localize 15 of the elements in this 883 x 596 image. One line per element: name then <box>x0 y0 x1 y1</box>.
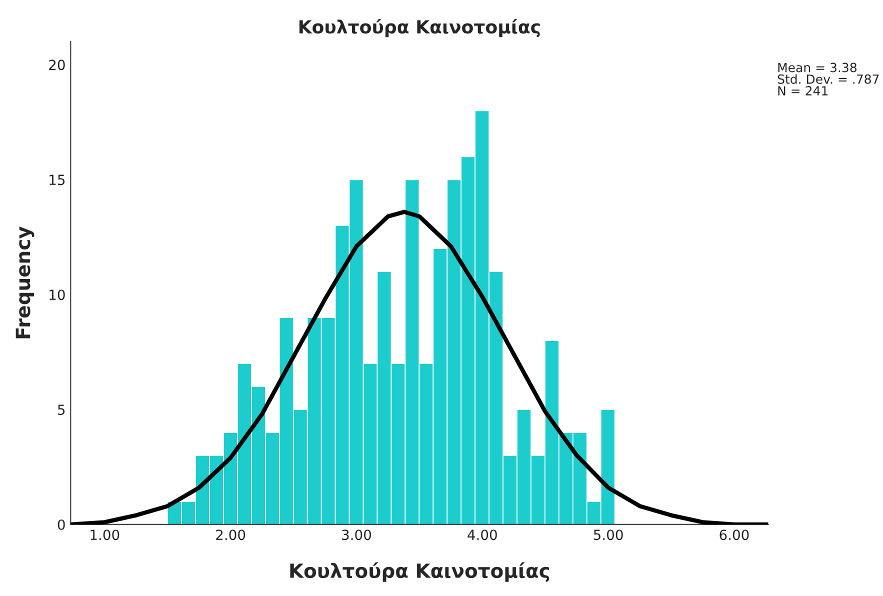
x-tick-label: 5.00 <box>594 530 623 540</box>
x-axis-title: Κουλτούρα Καινοτομίας <box>290 562 550 582</box>
y-axis-title: Frequency <box>16 226 34 338</box>
x-tick-label: 6.00 <box>720 530 749 540</box>
x-tick-label: 4.00 <box>468 530 497 540</box>
x-tick-label: 3.00 <box>342 530 372 540</box>
chart-title: Κουλτούρα Καινοτομίας <box>299 18 540 38</box>
x-tick-label: 1.00 <box>90 530 120 540</box>
text: Mean = 3.38 Std. Dev. = .787 N = 241 <box>778 62 879 96</box>
x-tick-label: 2.00 <box>216 530 246 540</box>
y-tick-label: 20 <box>49 60 65 70</box>
y-tick-label: 10 <box>50 290 65 300</box>
y-tick-label: 0 <box>58 519 65 530</box>
y-tick-label: 5 <box>58 404 65 416</box>
y-tick-label: 15 <box>50 174 65 186</box>
